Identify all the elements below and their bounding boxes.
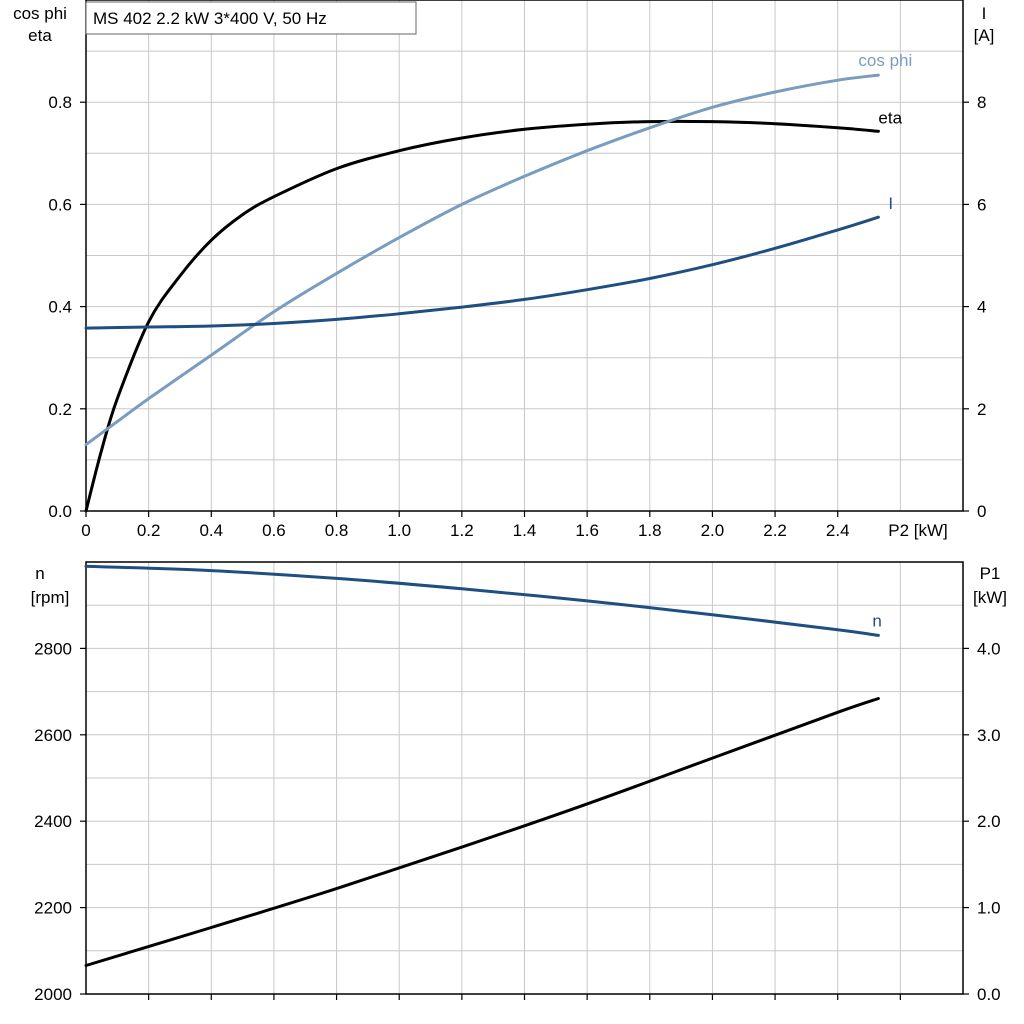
x-tick-label: 0.4 <box>199 521 223 540</box>
top-left-tick-label: 0.8 <box>48 93 72 112</box>
current-curve-label: I <box>888 194 893 213</box>
bottom-right-tick-label: 3.0 <box>977 726 1001 745</box>
x-tick-label: 1.8 <box>638 521 662 540</box>
speed-curve <box>84 564 880 637</box>
top-right-tick-label: 4 <box>977 298 986 317</box>
bottom-right-tick-label: 2.0 <box>977 812 1001 831</box>
top-right-axis-label-line2: [A] <box>974 26 995 45</box>
top-right-tick-label: 6 <box>977 195 986 214</box>
bottom-ticks: 2000 2200 2400 2600 2800 0.0 1.0 2.0 3.0 4.0 <box>34 639 1000 1004</box>
x-tick-label: 1.6 <box>575 521 599 540</box>
bottom-left-tick-label: 2800 <box>34 639 72 658</box>
top-right-tick-label: 8 <box>977 93 986 112</box>
top-left-axis-label-line2: eta <box>28 26 52 45</box>
top-right-axis-label-line1: I <box>982 4 987 23</box>
bottom-left-axis-label-line1: n <box>35 564 44 583</box>
x-tick-label: 1.4 <box>513 521 537 540</box>
title-box <box>85 1 417 35</box>
top-left-axis-label-line1: cos phi <box>13 4 67 23</box>
x-tick-label: 0.6 <box>262 521 286 540</box>
bottom-left-axis-label-line2: [rpm] <box>31 588 70 607</box>
bottom-left-tick-label: 2400 <box>34 812 72 831</box>
cosphi-curve <box>84 73 880 447</box>
bottom-curves: n <box>84 564 882 967</box>
top-curves: eta cos phi I <box>84 51 912 513</box>
x-tick-label: 2.2 <box>763 521 787 540</box>
eta-curve-label: eta <box>878 108 902 127</box>
bottom-right-tick-label: 1.0 <box>977 899 1001 918</box>
bottom-right-tick-label: 4.0 <box>977 639 1001 658</box>
x-tick-label: 0.8 <box>325 521 349 540</box>
p1-curve <box>84 697 880 967</box>
top-left-tick-label: 0.2 <box>48 400 72 419</box>
eta-curve <box>84 119 880 513</box>
top-left-tick-label: 0.6 <box>48 195 72 214</box>
x-tick-label: 1.2 <box>450 521 474 540</box>
x-tick-label: 0 <box>81 521 90 540</box>
x-tick-label: 2.0 <box>701 521 725 540</box>
bottom-right-axis-label-line2: [kW] <box>973 588 1007 607</box>
x-tick-label: 2.4 <box>826 521 850 540</box>
title-box-text: MS 402 2.2 kW 3*400 V, 50 Hz <box>93 9 327 28</box>
top-ticks: 0 0.2 0.4 0.6 0.8 1.0 1.2 1.4 1.6 1.8 2.0 2.2 2.4 0.0… <box>48 93 986 540</box>
current-curve <box>84 215 880 330</box>
x-tick-label: 0.2 <box>137 521 161 540</box>
bottom-left-tick-label: 2000 <box>34 985 72 1004</box>
bottom-grid <box>86 562 963 994</box>
cosphi-curve-label: cos phi <box>858 51 912 70</box>
top-left-tick-label: 0.0 <box>48 502 72 521</box>
bottom-left-tick-label: 2600 <box>34 726 72 745</box>
bottom-right-tick-label: 0.0 <box>977 985 1001 1004</box>
top-right-tick-label: 0 <box>977 502 986 521</box>
bottom-right-axis-label-line1: P1 <box>980 564 1001 583</box>
speed-curve-label: n <box>872 611 881 630</box>
x-tick-label: 1.0 <box>387 521 411 540</box>
top-right-tick-label: 2 <box>977 400 986 419</box>
x-axis-label: P2 [kW] <box>888 521 948 540</box>
top-grid <box>86 0 963 511</box>
top-left-tick-label: 0.4 <box>48 298 72 317</box>
bottom-left-tick-label: 2200 <box>34 899 72 918</box>
